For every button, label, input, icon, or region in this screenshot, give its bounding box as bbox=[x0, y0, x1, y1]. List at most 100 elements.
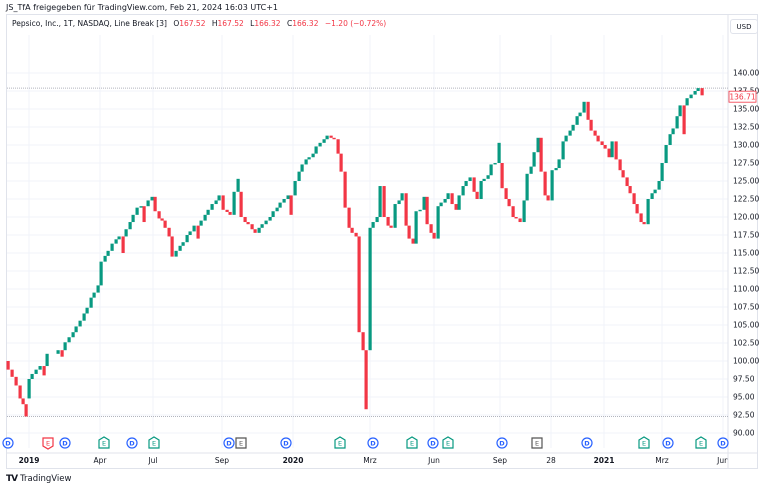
price-brick bbox=[700, 88, 704, 96]
price-brick bbox=[225, 209, 229, 212]
price-brick bbox=[439, 202, 443, 207]
price-brick bbox=[675, 116, 679, 129]
price-brick bbox=[475, 191, 479, 199]
price-brick bbox=[371, 222, 375, 228]
price-brick bbox=[210, 204, 214, 210]
price-brick bbox=[99, 261, 103, 286]
earnings-icon[interactable] bbox=[638, 436, 650, 449]
price-brick bbox=[536, 137, 540, 153]
price-brick bbox=[110, 243, 114, 251]
last-price-label: 136.71 bbox=[729, 93, 755, 102]
price-brick bbox=[414, 211, 418, 244]
open-label: O bbox=[173, 19, 180, 28]
price-brick bbox=[71, 332, 75, 338]
price-brick bbox=[550, 170, 554, 201]
earnings-icon[interactable] bbox=[406, 436, 418, 449]
price-brick bbox=[135, 207, 139, 215]
y-axis-tick: 92.50 bbox=[733, 411, 755, 420]
price-brick bbox=[514, 217, 518, 219]
price-brick bbox=[632, 193, 636, 205]
price-brick bbox=[228, 211, 232, 215]
price-brick bbox=[38, 366, 42, 370]
price-brick bbox=[318, 142, 322, 147]
price-brick bbox=[85, 307, 89, 314]
price-brick bbox=[518, 218, 522, 223]
price-brick bbox=[482, 178, 486, 181]
price-brick bbox=[522, 200, 526, 223]
price-brick bbox=[497, 142, 501, 163]
earnings-icon[interactable] bbox=[148, 436, 160, 449]
dividend-icon[interactable] bbox=[2, 437, 14, 449]
price-brick bbox=[446, 193, 450, 199]
price-brick bbox=[618, 159, 622, 171]
close-label: C bbox=[286, 19, 293, 28]
dividend-icon[interactable] bbox=[59, 437, 71, 449]
dividend-icon[interactable] bbox=[717, 437, 729, 449]
dividend-icon[interactable] bbox=[126, 437, 138, 449]
earnings-icon[interactable] bbox=[235, 437, 247, 449]
price-brick bbox=[479, 181, 483, 199]
price-brick bbox=[264, 220, 268, 225]
price-brick bbox=[693, 91, 697, 95]
price-brick bbox=[607, 148, 611, 158]
earnings-icon[interactable] bbox=[98, 436, 110, 449]
dividend-icon[interactable] bbox=[581, 437, 593, 449]
earnings-icon[interactable] bbox=[531, 437, 543, 449]
price-brick bbox=[325, 135, 329, 140]
dividend-icon-glyph: D bbox=[226, 440, 232, 448]
dividend-icon-glyph: D bbox=[129, 440, 135, 448]
price-brick bbox=[89, 297, 93, 308]
earnings-icon[interactable] bbox=[42, 437, 54, 450]
price-brick bbox=[568, 130, 572, 136]
price-brick bbox=[236, 178, 240, 192]
price-brick bbox=[157, 211, 161, 219]
price-brick bbox=[507, 199, 511, 207]
earnings-icon[interactable] bbox=[442, 436, 454, 449]
price-brick bbox=[78, 320, 82, 327]
price-brick bbox=[206, 209, 210, 215]
price-brick bbox=[422, 196, 426, 210]
price-brick bbox=[653, 189, 657, 194]
price-brick bbox=[657, 181, 661, 190]
y-axis-tick: 105.00 bbox=[733, 321, 759, 330]
dividend-icon[interactable] bbox=[427, 437, 439, 449]
price-brick bbox=[128, 222, 132, 230]
earnings-icon[interactable] bbox=[695, 436, 707, 449]
y-axis-tick: 120.00 bbox=[733, 213, 759, 222]
dividend-icon[interactable] bbox=[662, 437, 674, 449]
dividend-icon-glyph: D bbox=[62, 440, 68, 448]
dividend-icon[interactable] bbox=[367, 437, 379, 449]
high-value: 167.52 bbox=[217, 19, 244, 28]
earnings-icon-glyph: E bbox=[102, 440, 106, 448]
chart-frame bbox=[6, 14, 758, 469]
price-brick bbox=[18, 385, 22, 399]
price-brick bbox=[253, 229, 257, 233]
earnings-icon[interactable] bbox=[334, 436, 346, 449]
dividend-icon[interactable] bbox=[223, 437, 235, 449]
price-brick bbox=[217, 195, 221, 201]
currency-button[interactable]: USD bbox=[730, 19, 758, 34]
price-brick bbox=[239, 191, 243, 217]
price-brick bbox=[260, 224, 264, 228]
price-brick bbox=[293, 181, 297, 196]
price-brick bbox=[336, 139, 340, 154]
x-axis-tick: Mrz bbox=[363, 456, 377, 465]
price-brick bbox=[543, 171, 547, 196]
dividend-icon[interactable] bbox=[496, 437, 508, 449]
price-brick bbox=[42, 366, 46, 376]
x-axis-tick: 2020 bbox=[283, 456, 304, 465]
price-brick bbox=[671, 128, 675, 135]
earnings-icon-glyph: E bbox=[446, 440, 450, 448]
y-axis-tick: 125.00 bbox=[733, 177, 759, 186]
price-brick bbox=[139, 206, 143, 208]
dividend-icon-glyph: D bbox=[430, 440, 436, 448]
price-brick bbox=[203, 214, 207, 221]
y-axis-tick: 127.50 bbox=[733, 159, 759, 168]
price-brick bbox=[500, 163, 504, 189]
dividend-icon[interactable] bbox=[280, 437, 292, 449]
x-axis-tick: Apr bbox=[94, 456, 108, 465]
price-brick bbox=[34, 369, 38, 374]
price-brick bbox=[554, 168, 558, 171]
y-axis-tick: 95.00 bbox=[733, 393, 755, 402]
